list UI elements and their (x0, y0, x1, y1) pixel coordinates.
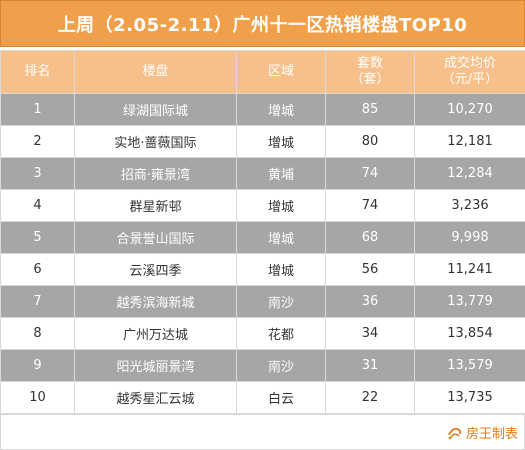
cell-district: 增城 (236, 125, 326, 158)
cell-project: 云溪四季 (74, 253, 237, 286)
header-units-line1: 套数 (356, 56, 383, 71)
header-units-line2: （套） (350, 72, 390, 87)
cell-district: 增城 (236, 93, 326, 126)
header-price: 成交均价 （元/平） (414, 50, 525, 94)
table-header-row: 排名 楼盘 区域 套数 （套） 成交均价 （元/平） (0, 50, 525, 94)
table-row: 4 群星新邨 增城 74 3,236 (0, 189, 525, 222)
cell-units: 22 (325, 381, 415, 414)
cell-price: 13,735 (414, 381, 525, 414)
header-price-line1: 成交均价 (443, 56, 496, 71)
cell-rank: 8 (0, 317, 75, 350)
cell-units: 31 (325, 349, 415, 382)
cell-project: 合景誉山国际 (74, 221, 237, 254)
table-row: 6 云溪四季 增城 56 11,241 (0, 253, 525, 286)
table-footer: 房王制表 (0, 414, 525, 450)
table-row: 10 越秀星汇云城 白云 22 13,735 (0, 381, 525, 414)
cell-units: 68 (325, 221, 415, 254)
cell-units: 36 (325, 285, 415, 318)
cell-price: 13,779 (414, 285, 525, 318)
cell-rank: 2 (0, 125, 75, 158)
cell-price: 11,241 (414, 253, 525, 286)
header-project: 楼盘 (74, 50, 237, 94)
table-row: 7 越秀滨海新城 南沙 36 13,779 (0, 285, 525, 318)
table-row: 3 招商·雍景湾 黄埔 74 12,284 (0, 157, 525, 190)
cell-project: 越秀滨海新城 (74, 285, 237, 318)
cell-rank: 1 (0, 93, 75, 126)
table-row: 9 阳光城丽景湾 南沙 31 13,579 (0, 349, 525, 382)
cell-rank: 5 (0, 221, 75, 254)
cell-project: 越秀星汇云城 (74, 381, 237, 414)
cell-rank: 3 (0, 157, 75, 190)
cell-district: 黄埔 (236, 157, 326, 190)
table-row: 2 实地·蔷薇国际 增城 80 12,181 (0, 125, 525, 158)
cell-district: 南沙 (236, 285, 326, 318)
cell-project: 绿湖国际城 (74, 93, 237, 126)
cell-rank: 10 (0, 381, 75, 414)
page-title: 上周（2.05-2.11）广州十一区热销楼盘TOP10 (0, 0, 525, 47)
header-units: 套数 （套） (325, 50, 415, 94)
fangwang-logo-icon (447, 425, 463, 441)
cell-district: 花都 (236, 317, 326, 350)
cell-project: 阳光城丽景湾 (74, 349, 237, 382)
cell-price: 13,854 (414, 317, 525, 350)
footer-credit-text: 房王制表 (465, 427, 518, 442)
cell-district: 南沙 (236, 349, 326, 382)
cell-project: 群星新邨 (74, 189, 237, 222)
header-price-line2: （元/平） (441, 72, 499, 87)
cell-rank: 9 (0, 349, 75, 382)
header-district: 区域 (236, 50, 326, 94)
table-row: 5 合景誉山国际 增城 68 9,998 (0, 221, 525, 254)
cell-district: 白云 (236, 381, 326, 414)
cell-price: 12,181 (414, 125, 525, 158)
cell-price: 3,236 (414, 189, 525, 222)
cell-rank: 4 (0, 189, 75, 222)
cell-price: 9,998 (414, 221, 525, 254)
cell-price: 13,579 (414, 349, 525, 382)
header-rank: 排名 (0, 50, 75, 94)
cell-units: 85 (325, 93, 415, 126)
cell-units: 34 (325, 317, 415, 350)
table-row: 8 广州万达城 花都 34 13,854 (0, 317, 525, 350)
cell-district: 增城 (236, 221, 326, 254)
cell-units: 80 (325, 125, 415, 158)
ranking-table: 排名 楼盘 区域 套数 （套） 成交均价 （元/平） 1 绿湖国际城 增城 85… (0, 50, 525, 414)
cell-project: 广州万达城 (74, 317, 237, 350)
cell-price: 12,284 (414, 157, 525, 190)
cell-units: 56 (325, 253, 415, 286)
cell-price: 10,270 (414, 93, 525, 126)
footer-credit: 房王制表 (447, 423, 518, 442)
cell-district: 增城 (236, 189, 326, 222)
cell-rank: 7 (0, 285, 75, 318)
cell-rank: 6 (0, 253, 75, 286)
cell-units: 74 (325, 189, 415, 222)
cell-project: 招商·雍景湾 (74, 157, 237, 190)
cell-units: 74 (325, 157, 415, 190)
cell-project: 实地·蔷薇国际 (74, 125, 237, 158)
cell-district: 增城 (236, 253, 326, 286)
table-row: 1 绿湖国际城 增城 85 10,270 (0, 93, 525, 126)
